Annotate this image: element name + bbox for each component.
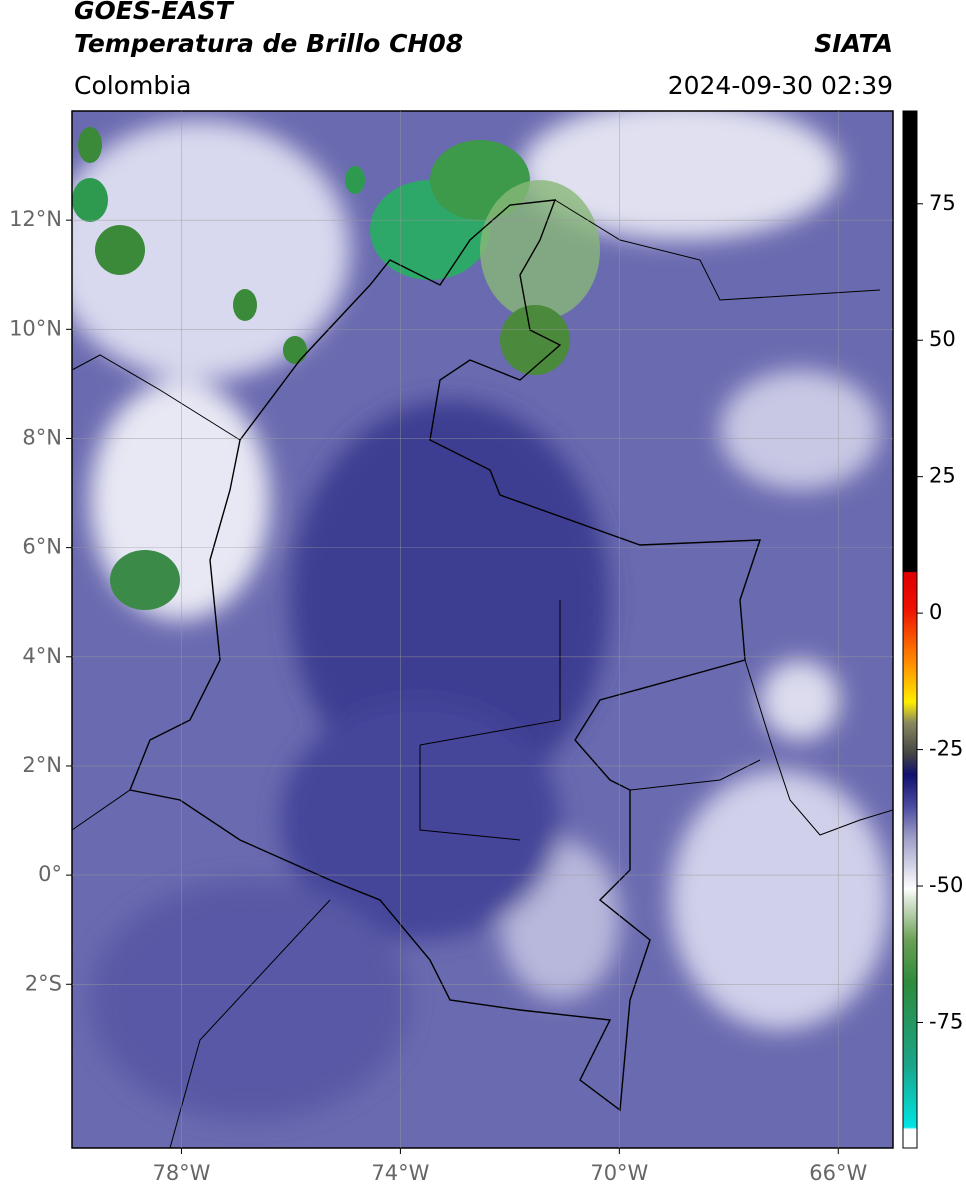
x-tick-label: 78°W — [152, 1161, 210, 1185]
title: GOES-EAST — [74, 0, 235, 25]
x-tick-label: 66°W — [809, 1161, 867, 1185]
x-tick-label: 70°W — [590, 1161, 648, 1185]
timestamp: 2024-09-30 02:39 — [668, 71, 893, 100]
y-tick-label: 4°N — [22, 644, 62, 668]
cold-cloud-tops — [72, 127, 600, 610]
colorbar-tick-label: 0 — [929, 600, 942, 624]
colorbar-tick-label: -75 — [929, 1009, 963, 1033]
y-tick-label: 6°N — [22, 535, 62, 559]
source: SIATA — [814, 29, 893, 58]
colorbar-tick-label: 50 — [929, 327, 956, 351]
y-tick-label: 8°N — [22, 425, 62, 449]
colorbar-tick-label: -50 — [929, 873, 963, 897]
y-tick-label: 0° — [38, 862, 62, 886]
satellite-image — [72, 111, 893, 1148]
map-frame — [71, 110, 894, 1149]
x-tick-label: 74°W — [371, 1161, 429, 1185]
colombia-outline — [129, 199, 761, 1112]
colorbar-tick-label: 75 — [929, 191, 956, 215]
border-lines — [71, 199, 894, 1149]
subtitle: Temperatura de Brillo CH08 — [74, 29, 463, 58]
colorbar-tick-label: -25 — [929, 737, 963, 761]
cloud-field — [72, 111, 890, 1120]
y-tick-label: 2°N — [22, 753, 62, 777]
region: Colombia — [74, 71, 191, 100]
y-tick-label: 10°N — [9, 316, 62, 340]
colorbar — [902, 110, 918, 1149]
y-tick-label: 2°S — [25, 971, 62, 995]
y-tick-label: 12°N — [9, 207, 62, 231]
colorbar-tick-label: 25 — [929, 464, 956, 488]
